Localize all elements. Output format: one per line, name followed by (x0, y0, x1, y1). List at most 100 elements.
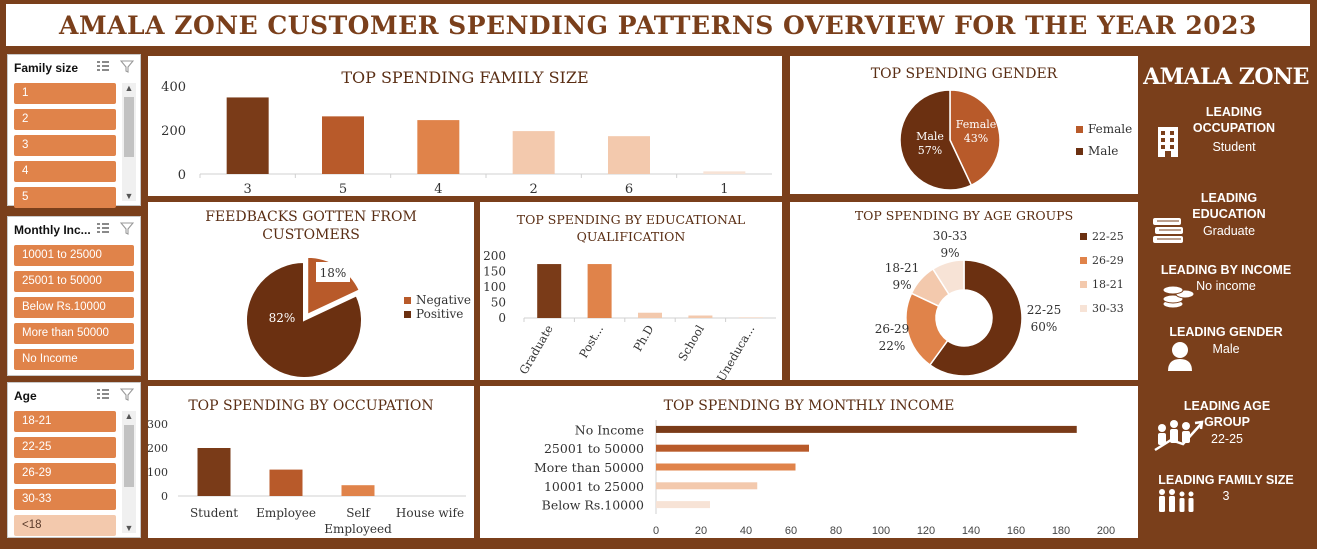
slice-label: Female (956, 118, 997, 131)
multi-select-icon[interactable] (96, 222, 110, 238)
x-tick-label: 160 (1007, 525, 1025, 537)
x-tick-label: 5 (339, 182, 347, 196)
y-tick-label: 100 (483, 280, 506, 294)
occupation-chart: 0 100 200 300 Student Employee Self Employeed Ho… (148, 418, 466, 536)
legend-swatch (1080, 305, 1087, 312)
slicer-item[interactable]: <18 (14, 515, 116, 536)
bar (688, 315, 713, 318)
legend-swatch (1080, 257, 1087, 264)
education-chart-panel: TOP SPENDING BY EDUCATIONAL QUALIFICATIO… (480, 202, 782, 380)
slicer-item[interactable]: 3 (14, 135, 116, 156)
coins-icon (1161, 282, 1195, 315)
bar (322, 116, 364, 174)
bar (656, 482, 758, 490)
slicer-item[interactable]: 22-25 (14, 437, 116, 458)
x-tick-label: 100 (872, 525, 890, 537)
x-tick-label: 6 (625, 182, 633, 196)
y-tick-label: 0 (161, 490, 168, 503)
slicer-item[interactable]: 1 (14, 83, 116, 104)
bar (738, 317, 763, 318)
slice-label: Male (916, 130, 944, 143)
legend-swatch (1080, 233, 1087, 240)
slicer-scrollbar[interactable]: ▲ ▼ (122, 83, 136, 201)
slicer-header: Age (8, 383, 140, 409)
bar (587, 264, 612, 318)
slicer-item[interactable]: Below Rs.10000 (14, 297, 134, 318)
slicer-item[interactable]: 18-21 (14, 411, 116, 432)
y-tick-label: No Income (575, 422, 644, 437)
kpi-title: LEADING EDUCATION (1192, 191, 1266, 221)
slicer-header-icons (96, 222, 135, 238)
kpi-title: LEADING FAMILY SIZE (1158, 473, 1294, 487)
bar (656, 444, 809, 452)
slice-label: 57% (918, 144, 942, 157)
bar (226, 97, 269, 174)
slicer-header: Monthly Inc... (8, 217, 140, 243)
y-tick-label: 50 (491, 296, 506, 310)
slicer-item[interactable]: No Income (14, 349, 134, 370)
slicer-title: Monthly Inc... (14, 223, 91, 237)
slice-label: 30-33 (933, 229, 968, 243)
slicer-header-icons (96, 60, 135, 76)
clear-filter-icon[interactable] (119, 60, 135, 76)
slice-label: 9% (892, 278, 911, 292)
bar (269, 469, 303, 496)
bar (608, 136, 650, 174)
donut-slice (931, 259, 965, 296)
multi-select-icon[interactable] (96, 388, 110, 404)
family-size-chart: 0 200 400 3 5 4 2 6 1 (161, 80, 772, 196)
x-tick-label: Employee (256, 506, 316, 520)
slice-label: 26-29 (875, 322, 910, 336)
kpi-title: LEADING AGE GROUP (1183, 399, 1271, 429)
kpi-title: LEADING BY INCOME (1160, 263, 1292, 277)
slicer-item[interactable]: 10001 to 25000 (14, 245, 134, 266)
clear-filter-icon[interactable] (119, 388, 135, 404)
feedback-chart-panel: FEEDBACKS GOTTEN FROM CUSTOMERS 18% 82% Ne… (148, 202, 474, 380)
slice-label: 18% (320, 266, 347, 280)
dashboard-title-bar: AMALA ZONE CUSTOMER SPENDING PATTERNS OV… (6, 4, 1310, 46)
kpi-value: No income (1196, 279, 1256, 293)
slicer-item[interactable]: 2 (14, 109, 116, 130)
slicer-item[interactable]: 4 (14, 161, 116, 182)
chart-title: TOP SPENDING BY OCCUPATION (188, 398, 434, 414)
bar (656, 501, 710, 509)
family-icon (1157, 488, 1197, 519)
x-tick-label: 20 (695, 525, 707, 537)
people-growth-icon (1153, 414, 1205, 457)
slice-label-box (316, 262, 350, 282)
slicer-scrollbar[interactable]: ▲ ▼ (122, 411, 136, 533)
slicer-item[interactable]: 26-29 (14, 463, 116, 484)
slicer-item[interactable]: 25001 to 50000 (14, 271, 134, 292)
chart-title: TOP SPENDING BY AGE GROUPS (854, 208, 1074, 223)
slice-label: 60% (1031, 320, 1058, 334)
kpi-title: LEADING OCCUPATION (1192, 105, 1276, 135)
slicer-title: Age (14, 389, 37, 403)
slicer-item[interactable]: More than 50000 (14, 323, 134, 344)
y-tick-label: More than 50000 (534, 460, 644, 475)
y-tick-label: 10001 to 25000 (544, 479, 644, 494)
slice-label: 22-25 (1027, 303, 1062, 317)
scroll-down-icon[interactable]: ▼ (124, 191, 134, 201)
y-tick-label: 200 (483, 249, 506, 263)
scroll-up-icon[interactable]: ▲ (124, 411, 134, 421)
scroll-up-icon[interactable]: ▲ (124, 83, 134, 93)
slicer-item[interactable]: 5 (14, 187, 116, 208)
scroll-down-icon[interactable]: ▼ (124, 523, 134, 533)
bar (537, 264, 562, 318)
slice-label: 43% (964, 132, 988, 145)
x-tick-label: Self (346, 506, 371, 520)
slice-label: 22% (879, 339, 906, 353)
slicer-item[interactable]: 30-33 (14, 489, 116, 510)
x-tick-label: 180 (1052, 525, 1070, 537)
scroll-thumb[interactable] (124, 97, 134, 157)
scroll-thumb[interactable] (124, 425, 134, 487)
slice-label: 9% (940, 246, 959, 260)
x-tick-label: Uneduca... (714, 323, 758, 381)
x-tick-label: 140 (962, 525, 980, 537)
multi-select-icon[interactable] (96, 60, 110, 76)
legend-label: 26-29 (1092, 254, 1124, 267)
family-size-chart-panel: TOP SPENDING FAMILY SIZE 0 200 400 3 5 4 2 6 1 (148, 56, 782, 196)
clear-filter-icon[interactable] (119, 222, 135, 238)
